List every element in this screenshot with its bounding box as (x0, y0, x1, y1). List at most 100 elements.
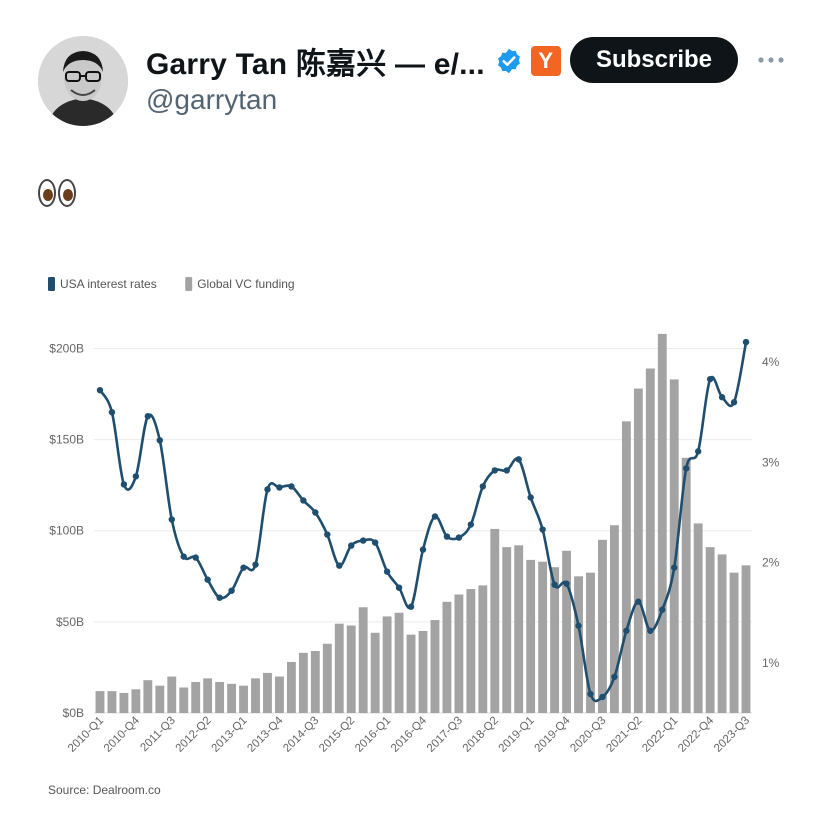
vc-funding-bar (275, 676, 284, 713)
vc-funding-bar (310, 651, 320, 713)
interest-rate-point (503, 467, 510, 474)
left-axis-ticks: $0B $50B $100B $150B $200B (49, 341, 84, 720)
interest-rate-point (455, 534, 463, 541)
left-axis-tick-label: $50B (56, 615, 84, 629)
left-axis-tick-label: $200B (49, 341, 84, 355)
vc-funding-bar (418, 630, 428, 713)
vc-funding-bar (550, 567, 560, 713)
interest-rate-point (479, 483, 487, 490)
interest-rate-point (491, 467, 498, 474)
subscribe-button[interactable]: Subscribe (570, 37, 738, 83)
x-axis-tick-label: 2013-Q1 (210, 715, 250, 755)
interest-rate-point (359, 537, 367, 544)
vc-funding-bar (633, 388, 643, 713)
verified-badge-icon[interactable] (495, 47, 523, 75)
more-options-icon[interactable] (756, 48, 786, 72)
interest-rate-point (730, 399, 738, 406)
vc-funding-bar (657, 333, 667, 713)
vc-funding-bar (598, 539, 607, 713)
interest-rate-point (312, 509, 319, 516)
interest-rate-point (683, 465, 690, 472)
vc-funding-bar (239, 685, 248, 713)
vc-funding-bar (621, 421, 631, 713)
interest-rate-point (300, 497, 307, 504)
vc-funding-bar (382, 616, 392, 713)
interest-rate-point (431, 513, 439, 520)
interest-rate-point (240, 564, 247, 571)
right-axis-tick-label: 4% (762, 355, 780, 369)
chart-source: Source: Dealroom.co (48, 783, 161, 797)
avatar[interactable] (38, 36, 128, 126)
display-name[interactable]: Garry Tan 陈嘉兴 — e/... (146, 48, 485, 81)
interest-rate-point (168, 516, 175, 523)
x-axis-tick-label: 2019-Q1 (497, 715, 537, 755)
x-axis-tick-label: 2020-Q3 (568, 715, 608, 755)
x-axis-tick-label: 2023-Q3 (712, 715, 752, 755)
interest-rate-point (587, 690, 594, 698)
interest-rate-point (156, 437, 163, 444)
interest-rate-point (599, 693, 606, 701)
x-axis-tick-label: 2022-Q4 (676, 714, 717, 755)
chart: USA interest rates Global VC funding $0B$… (48, 277, 780, 797)
x-axis-tick-label: 2014-Q3 (281, 715, 321, 755)
interest-rate-point (348, 542, 355, 549)
interest-rate-point (371, 539, 379, 546)
x-axis-ticks: 2010-Q12010-Q42011-Q32012-Q22013-Q12013-… (66, 714, 752, 755)
left-axis-tick-label: $150B (49, 433, 84, 447)
vc-funding-bar (681, 457, 691, 713)
vc-funding-bar (334, 623, 344, 713)
interest-rate-point (647, 627, 654, 634)
vc-funding-bar (705, 547, 715, 713)
right-axis-tick-label: 2% (762, 556, 780, 570)
user-handle[interactable]: @garrytan (146, 84, 278, 115)
vc-funding-bar (358, 607, 368, 713)
interest-rate-point (527, 494, 534, 501)
vc-funding-bar (717, 554, 727, 713)
interest-rate-point (204, 576, 211, 583)
interest-rate-point (706, 375, 714, 383)
legend-label: Global VC funding (197, 277, 294, 291)
interest-rate-point (539, 526, 546, 533)
vc-funding-bar (286, 661, 296, 713)
x-axis-tick-label: 2022-Q1 (640, 715, 680, 755)
interest-rate-point (623, 627, 630, 634)
x-axis-tick-label: 2010-Q4 (102, 714, 143, 755)
name-row: Garry Tan 陈嘉兴 — e/... Y (146, 40, 561, 82)
interest-rate-point (611, 673, 618, 681)
vc-funding-bar (454, 594, 464, 713)
vc-funding-bar (263, 672, 272, 713)
vc-funding-bar (394, 612, 404, 713)
legend-label: USA interest rates (60, 277, 157, 291)
interest-rate-point (324, 531, 331, 538)
interest-rate-point (252, 561, 259, 568)
vc-funding-bar (574, 576, 583, 713)
vc-funding-bar (251, 678, 260, 713)
x-axis-tick-label: 2015-Q2 (317, 715, 357, 755)
legend-swatch (48, 277, 55, 291)
vc-funding-bar (645, 368, 655, 713)
interest-rate-point (216, 594, 223, 601)
interest-rate-point (108, 409, 116, 416)
x-axis-tick-label: 2013-Q4 (245, 714, 286, 755)
vc-funding-bar (502, 547, 512, 713)
left-axis-tick-label: $100B (49, 524, 84, 538)
vc-funding-bar (227, 683, 237, 713)
interest-rate-point (144, 413, 152, 420)
vc-funding-bar (346, 625, 356, 713)
vc-funding-bar (298, 652, 308, 713)
vc-funding-bar (729, 572, 739, 713)
vc-funding-bar (155, 685, 165, 713)
x-axis-tick-label: 2018-Q2 (461, 715, 501, 755)
vc-funding-bar (131, 689, 141, 713)
vc-funding-bar (203, 678, 213, 713)
x-axis-tick-label: 2010-Q1 (66, 715, 106, 755)
interest-rate-point (419, 546, 427, 553)
vc-funding-bar (586, 572, 595, 713)
vc-funding-bar (741, 565, 751, 713)
interest-rate-point (443, 533, 451, 540)
y-combinator-badge-icon[interactable]: Y (530, 46, 561, 76)
vc-funding-bar (406, 634, 416, 713)
vc-funding-bar (119, 692, 129, 713)
interest-rate-point (120, 481, 128, 488)
interest-rate-point (635, 598, 642, 605)
